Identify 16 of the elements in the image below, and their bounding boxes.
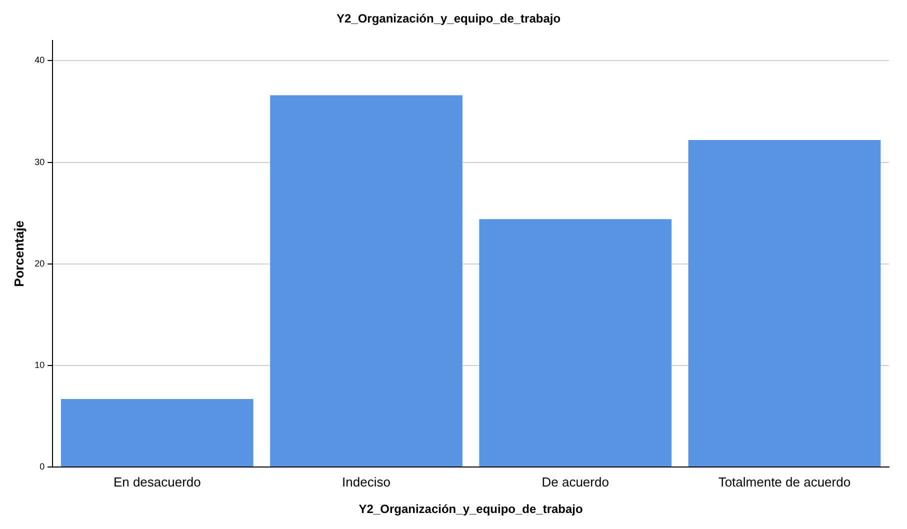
bar [60, 398, 254, 466]
y-tick-label: 40 [34, 55, 45, 66]
bar [479, 219, 672, 466]
x-tick-label: En desacuerdo [113, 474, 201, 490]
y-axis-title: Porcentaje [11, 220, 26, 287]
y-tick-label: 30 [34, 156, 45, 167]
chart-title: Y2_Organización_y_equipo_de_trabajo [336, 12, 561, 26]
y-tick-label: 0 [40, 461, 45, 472]
x-tick-label: Indeciso [342, 474, 390, 490]
bar [270, 95, 462, 466]
y-tick-label: 10 [34, 360, 45, 370]
x-axis-title: Y2_Organización_y_equipo_de_trabajo [358, 502, 583, 516]
bar [688, 140, 881, 466]
x-tick-label: Totalmente de acuerdo [718, 474, 851, 490]
x-tick-label: De acuerdo [542, 474, 609, 490]
y-tick-label: 20 [34, 258, 45, 268]
